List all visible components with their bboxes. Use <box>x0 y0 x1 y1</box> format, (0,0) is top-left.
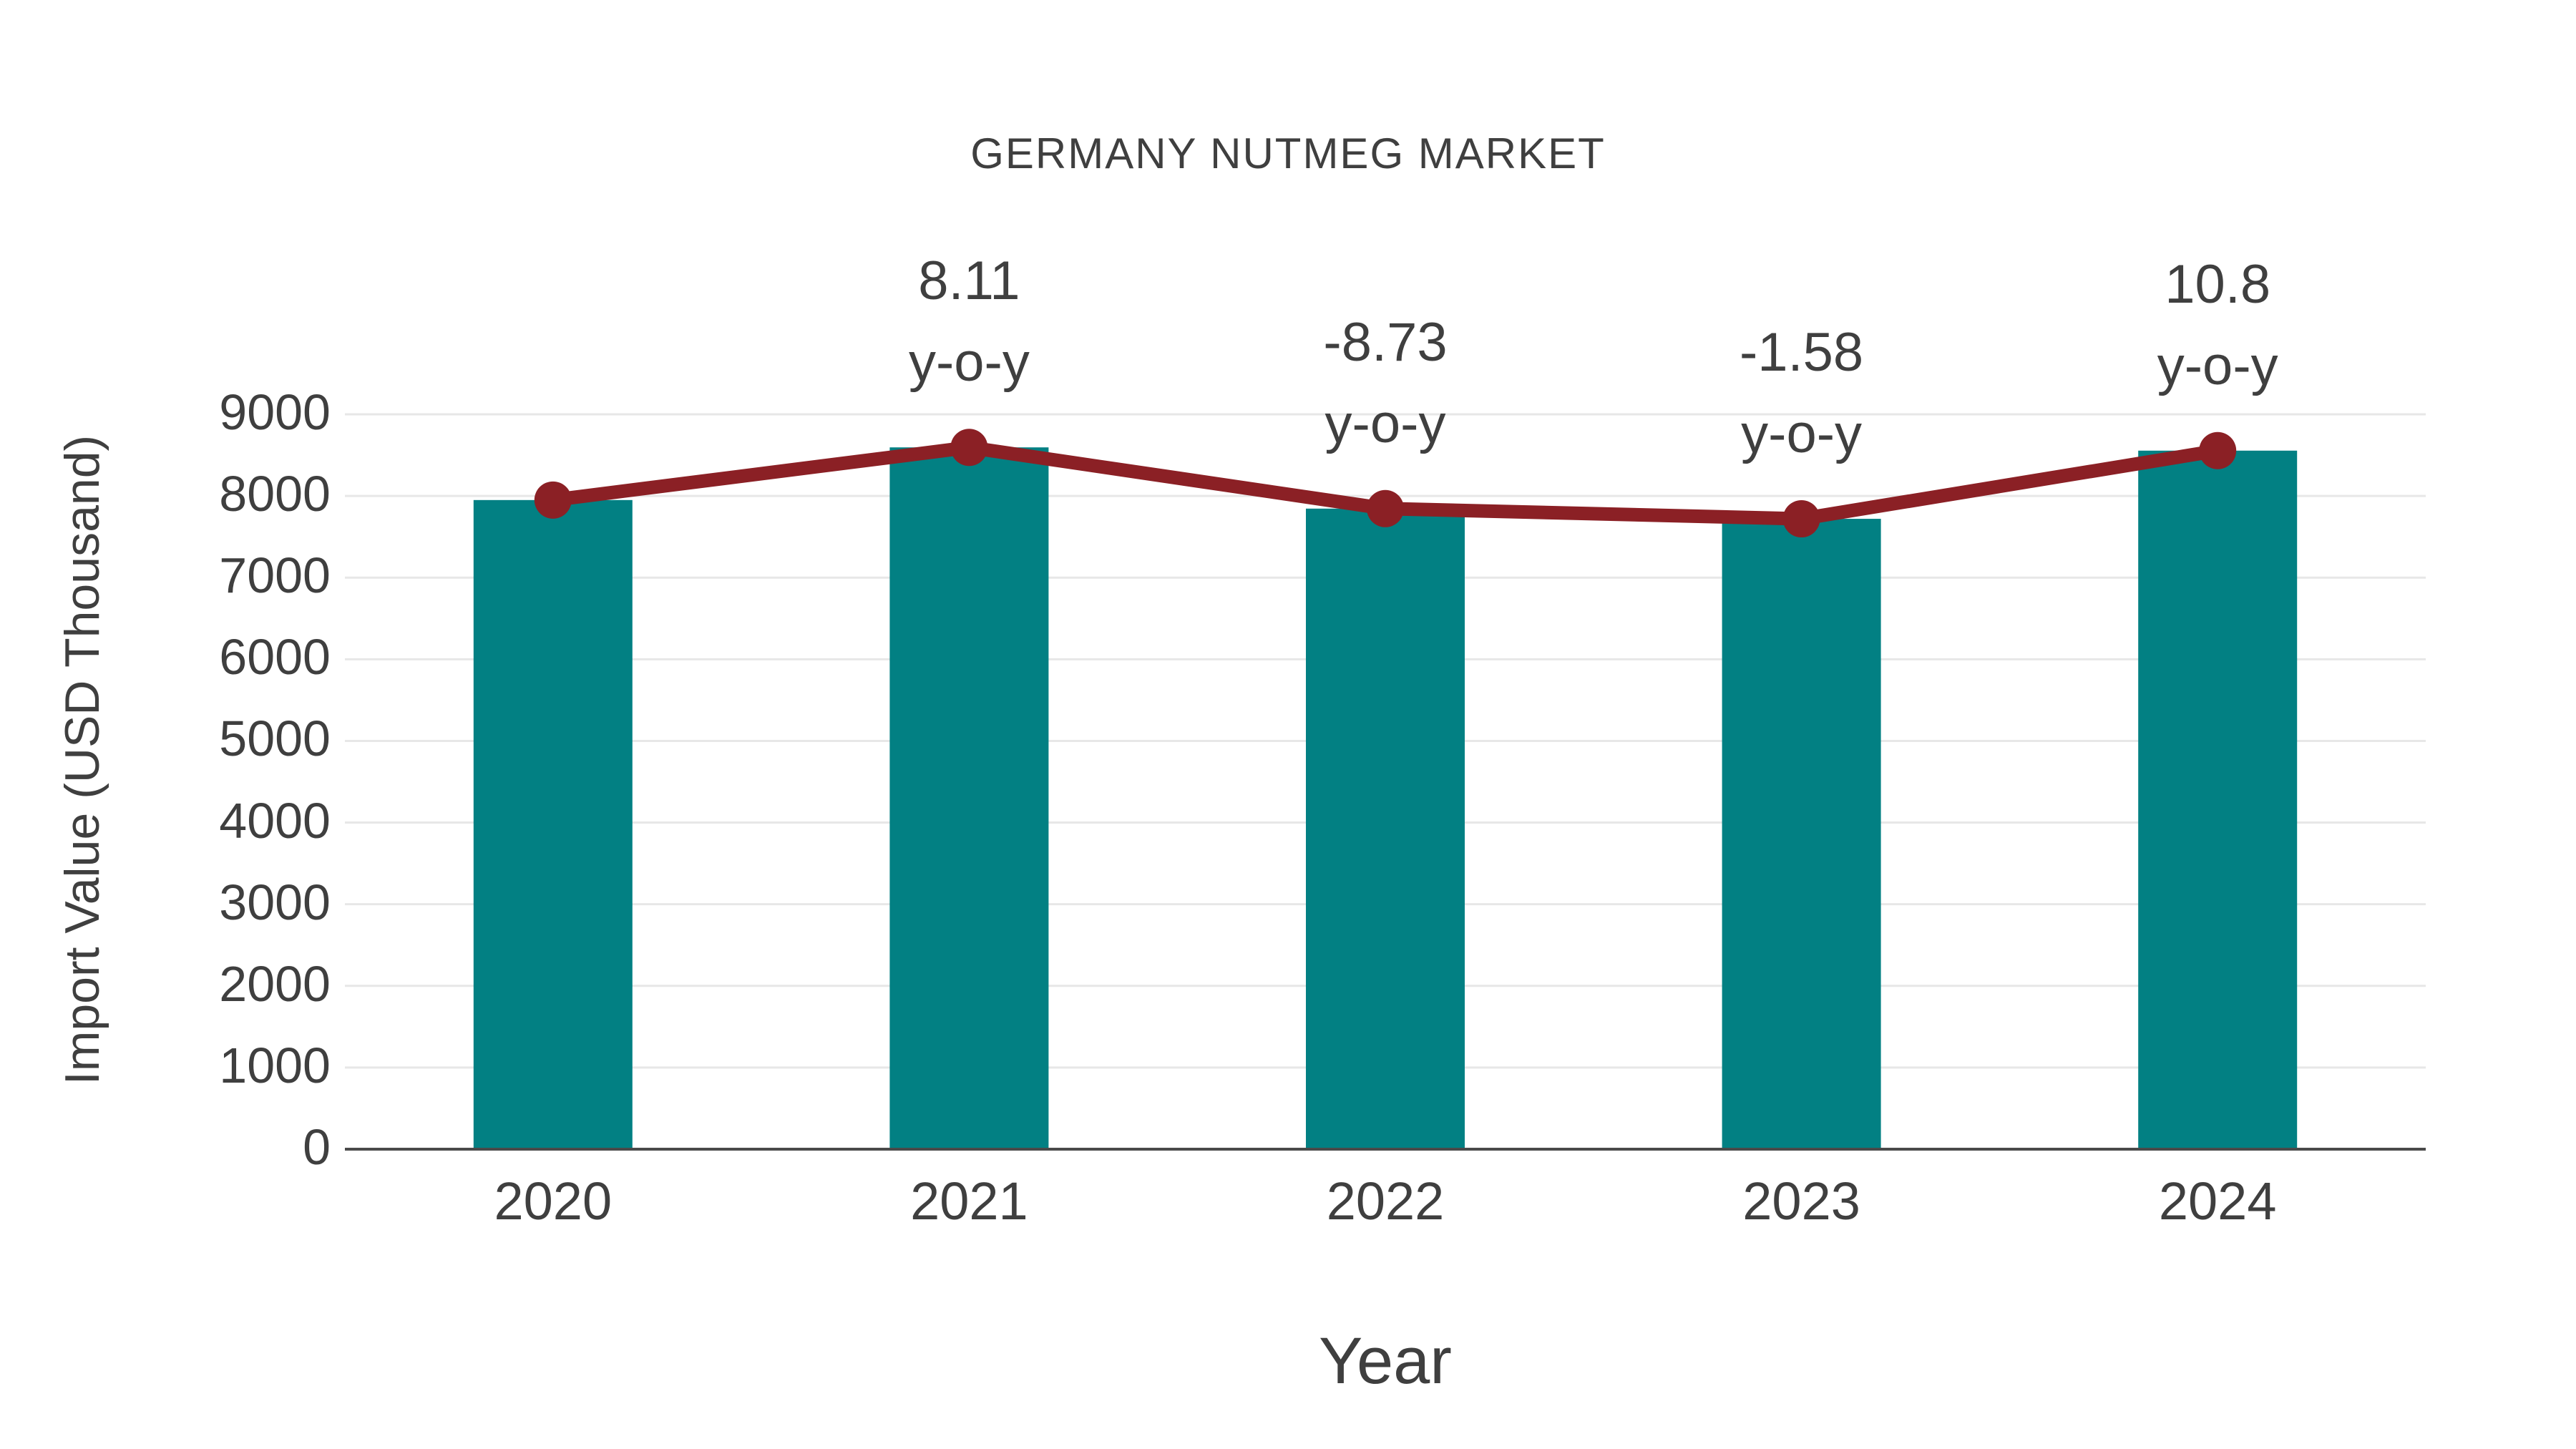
bar-2023 <box>1722 519 1881 1149</box>
chart-title: GERMANY NUTMEG MARKET <box>970 130 1606 177</box>
annotation-caption-2023: y-o-y <box>1741 404 1863 465</box>
annotation-2021: 8.11 y-o-y <box>909 240 1030 404</box>
annotation-value-2023: -1.58 <box>1739 322 1864 384</box>
annotation-2022: -8.73 y-o-y <box>1323 302 1447 465</box>
marker-2023 <box>1782 500 1820 538</box>
marker-2020 <box>534 481 572 519</box>
x-tick-label-2023: 2023 <box>1742 1171 1860 1231</box>
marker-2024 <box>2199 431 2237 469</box>
y-tick-label-4000: 4000 <box>219 792 331 849</box>
annotation-2024: 10.8 y-o-y <box>2157 244 2278 407</box>
y-tick-label-2000: 2000 <box>219 955 331 1012</box>
annotation-caption-2024: y-o-y <box>2157 335 2278 396</box>
bar-2020 <box>473 499 633 1149</box>
bar-2021 <box>889 447 1049 1149</box>
annotation-value-2022: -8.73 <box>1323 311 1448 373</box>
y-tick-label-0: 0 <box>303 1118 331 1175</box>
x-tick-label-2021: 2021 <box>910 1171 1028 1231</box>
annotation-value-2021: 8.11 <box>918 250 1020 312</box>
y-tick-label-9000: 9000 <box>219 384 331 440</box>
y-tick-label-6000: 6000 <box>219 629 331 686</box>
annotation-2023: -1.58 y-o-y <box>1740 312 1863 475</box>
marker-2021 <box>950 429 988 467</box>
x-tick-label-2024: 2024 <box>2158 1171 2277 1231</box>
x-tick-label-2022: 2022 <box>1326 1171 1445 1231</box>
y-tick-label-5000: 5000 <box>219 711 331 767</box>
annotation-caption-2021: y-o-y <box>908 332 1030 394</box>
annotation-caption-2022: y-o-y <box>1324 393 1446 454</box>
bar-2024 <box>2138 450 2298 1149</box>
marker-2022 <box>1367 489 1404 527</box>
y-tick-label-7000: 7000 <box>219 547 331 604</box>
x-tick-label-2020: 2020 <box>494 1171 613 1231</box>
annotation-value-2024: 10.8 <box>2165 253 2271 315</box>
y-tick-label-3000: 3000 <box>219 874 331 930</box>
y-tick-label-1000: 1000 <box>219 1037 331 1093</box>
bar-2022 <box>1306 508 1465 1149</box>
y-tick-label-8000: 8000 <box>219 465 331 522</box>
x-axis-title: Year <box>1319 1324 1452 1397</box>
